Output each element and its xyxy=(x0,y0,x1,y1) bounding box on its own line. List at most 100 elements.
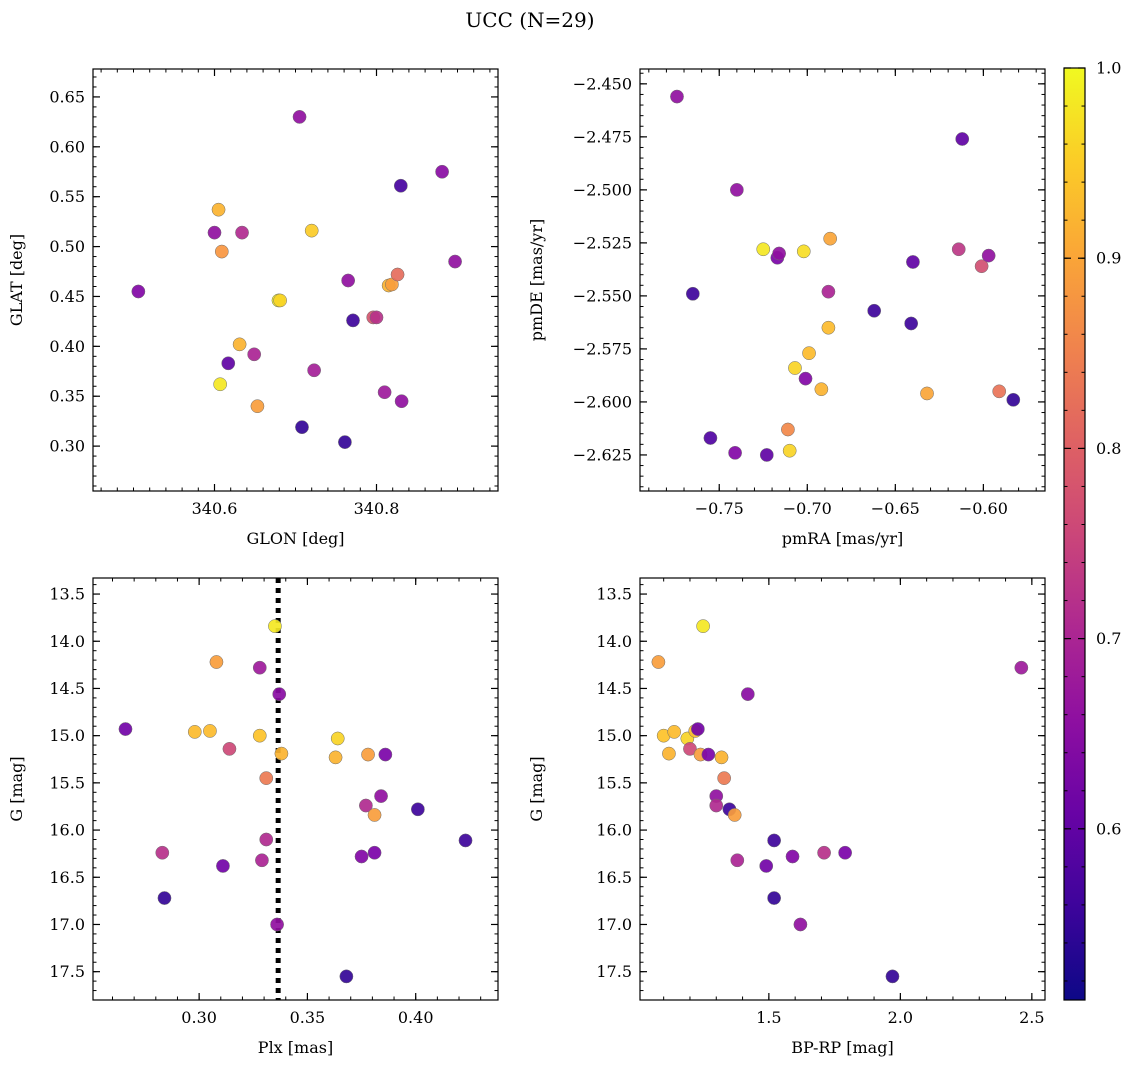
scatter-point xyxy=(216,859,230,873)
scatter-point xyxy=(785,849,800,864)
y-tick-label: 14.5 xyxy=(596,679,632,698)
x-tick-label: 2.5 xyxy=(1019,1008,1044,1027)
y-tick-label: 14.5 xyxy=(49,679,85,698)
scatter-point xyxy=(268,619,282,633)
scatter-point xyxy=(270,917,284,932)
x-tick-label: −0.65 xyxy=(871,499,920,518)
scatter-point xyxy=(651,655,666,669)
scatter-points xyxy=(131,110,462,449)
colorbar-tick-label: 0.6 xyxy=(1096,819,1121,838)
scatter-point xyxy=(729,183,744,197)
scatter-point xyxy=(118,722,133,736)
scatter-point xyxy=(904,316,919,331)
scatter-point xyxy=(328,750,343,765)
colorbar-tick-label: 0.9 xyxy=(1096,249,1121,268)
scatter-point xyxy=(157,891,172,905)
scatter-point xyxy=(767,833,781,848)
scatter-panels: 340.6 340.8 0.30 0.35 0.40 0.45 0.50 0.55 0.60 0.… xyxy=(7,68,1046,1057)
scatter-points xyxy=(118,619,473,984)
y-tick-label: 15.0 xyxy=(596,726,632,745)
scatter-point xyxy=(670,89,684,104)
y-tick-label: 0.30 xyxy=(49,437,85,456)
x-tick-label: 0.35 xyxy=(290,1008,326,1027)
y-tick-label: 0.40 xyxy=(49,337,85,356)
scatter-point xyxy=(330,731,345,746)
scatter-point xyxy=(252,660,267,675)
x-axis-label: Plx [mas] xyxy=(258,1038,333,1057)
scatter-point xyxy=(817,845,831,860)
scatter-point xyxy=(683,742,697,756)
scatter-point xyxy=(272,687,287,701)
scatter-point xyxy=(772,246,786,261)
scatter-point xyxy=(235,225,249,240)
scatter-point xyxy=(696,619,710,633)
scatter-point xyxy=(259,832,274,847)
colorbar-minor-ticks xyxy=(1064,105,1085,982)
scatter-point xyxy=(369,310,384,325)
scatter-point xyxy=(221,356,236,371)
x-tick-label: 340.8 xyxy=(354,499,400,518)
scatter-point xyxy=(798,371,813,386)
y-tick-label: 16.0 xyxy=(49,821,85,840)
scatter-point xyxy=(213,377,228,392)
scatter-point xyxy=(339,969,354,984)
x-tick-label: −0.75 xyxy=(695,499,744,518)
y-tick-label: 15.0 xyxy=(49,726,85,745)
scatter-point xyxy=(307,363,321,378)
scatter-point xyxy=(802,346,816,361)
scatter-point xyxy=(788,361,802,375)
figure-suptitle: UCC (N=29) xyxy=(465,8,594,32)
scatter-point xyxy=(361,747,375,762)
scatter-point xyxy=(295,420,309,435)
scatter-point xyxy=(838,845,852,860)
scatter-point xyxy=(709,798,724,813)
scatter-point xyxy=(274,746,289,761)
scatter-point xyxy=(394,394,409,409)
scatter-point xyxy=(247,347,262,362)
y-tick-label: 14.0 xyxy=(49,632,85,651)
y-tick-label: 15.5 xyxy=(596,773,632,792)
y-tick-label: −2.625 xyxy=(573,445,632,464)
scatter-point xyxy=(377,385,392,400)
y-tick-label: −2.550 xyxy=(573,286,632,305)
scatter-point xyxy=(393,178,408,193)
y-tick-label: 16.5 xyxy=(49,868,85,887)
scatter-point xyxy=(232,337,247,352)
scatter-point xyxy=(759,448,774,462)
scatter-point xyxy=(992,384,1007,399)
scatter-point xyxy=(906,255,920,269)
scatter-point xyxy=(867,303,882,318)
scatter-point xyxy=(411,802,425,817)
y-axis-label: GLAT [deg] xyxy=(7,234,26,326)
y-tick-label: −2.600 xyxy=(573,392,632,411)
y-tick-label: 16.5 xyxy=(596,868,632,887)
scatter-point xyxy=(448,254,462,269)
y-tick-label: 0.55 xyxy=(49,187,85,206)
scatter-point xyxy=(814,382,829,397)
scatter-point xyxy=(367,845,382,860)
y-tick-label: 0.65 xyxy=(49,87,85,106)
x-tick-label: −0.60 xyxy=(959,499,1008,518)
scatter-point xyxy=(359,798,373,813)
colorbar-tick-label: 0.7 xyxy=(1096,629,1121,648)
scatter-point xyxy=(1006,392,1021,407)
scatter-point xyxy=(981,248,996,263)
y-tick-label: 0.50 xyxy=(49,237,85,256)
scatter-point xyxy=(730,853,745,868)
scatter-point xyxy=(974,259,989,274)
scatter-point xyxy=(759,859,774,873)
scatter-point xyxy=(390,267,405,282)
scatter-point xyxy=(796,244,811,259)
scatter-point xyxy=(920,386,934,401)
scatter-point xyxy=(823,231,838,246)
scatter-point xyxy=(767,891,781,905)
scatter-point xyxy=(703,431,718,445)
y-axis-label: G [mag] xyxy=(527,756,546,821)
y-tick-label: −2.575 xyxy=(573,339,632,358)
scatter-point xyxy=(756,242,771,257)
y-tick-label: 17.0 xyxy=(596,915,632,934)
minor-ticks xyxy=(640,578,1045,1000)
scatter-point xyxy=(209,655,224,669)
scatter-point xyxy=(955,132,970,146)
